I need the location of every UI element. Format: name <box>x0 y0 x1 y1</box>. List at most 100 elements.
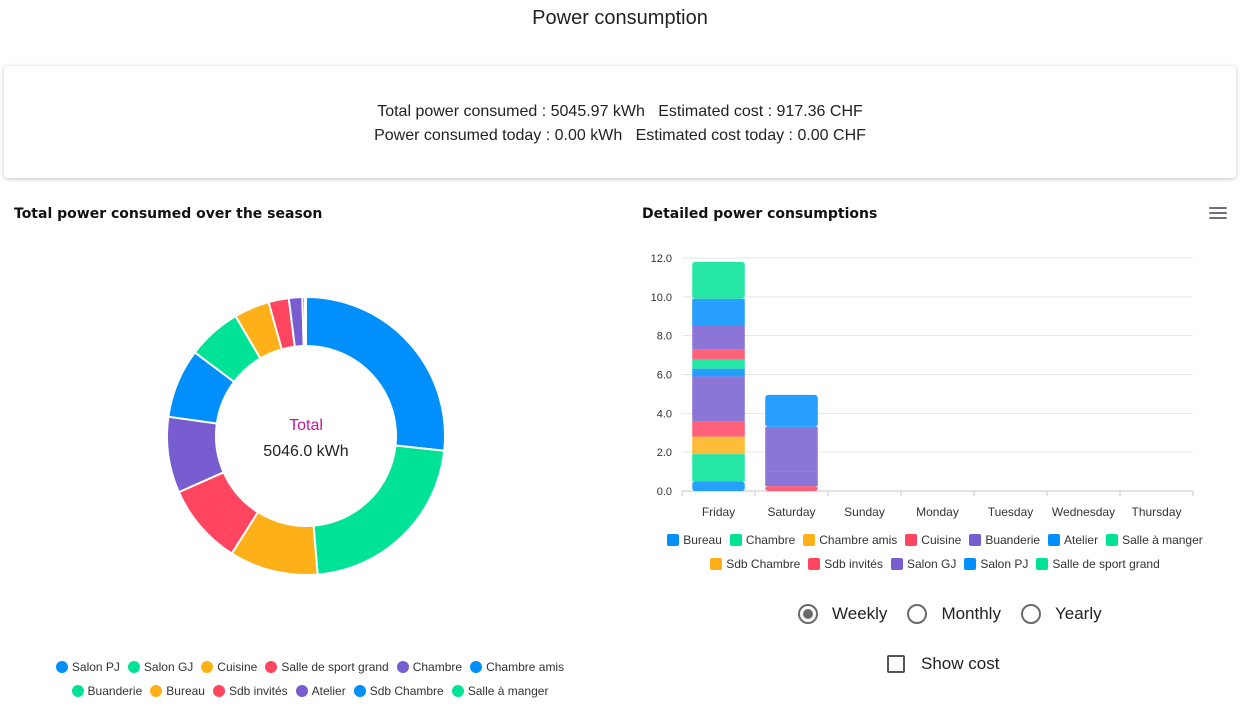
bar-legend-item[interactable]: Salle à manger <box>1106 528 1203 552</box>
radio-monthly[interactable]: Monthly <box>907 604 1001 624</box>
donut-legend-label: Salle à manger <box>467 684 549 698</box>
bar-legend-item[interactable]: Atelier <box>1048 528 1098 552</box>
bar-legend-label: Salle de sport grand <box>1052 557 1160 571</box>
bar-segment-cuisine[interactable] <box>765 486 818 491</box>
donut-legend-item[interactable]: Cuisine <box>201 655 257 679</box>
donut-legend-item[interactable]: Sdb invités <box>212 679 288 703</box>
donut-legend-label: Bureau <box>166 684 205 698</box>
bar-legend-label: Bureau <box>683 533 722 547</box>
bar-legend-item[interactable]: Sdb invités <box>808 552 883 576</box>
y-tick-label: 8.0 <box>657 331 672 343</box>
bar-legend-item[interactable]: Buanderie <box>969 528 1040 552</box>
donut-center-label: Total <box>289 417 323 434</box>
donut-legend-item[interactable]: Chambre amis <box>470 655 564 679</box>
radio-yearly[interactable]: Yearly <box>1020 604 1102 624</box>
radio-circle-icon[interactable] <box>798 604 818 624</box>
legend-marker-icon <box>396 661 409 673</box>
bar-segment-atelier[interactable] <box>692 368 745 377</box>
donut-legend-label: Buanderie <box>87 684 143 698</box>
legend-marker-icon <box>212 685 225 697</box>
bar-segment-salon-gj[interactable] <box>765 426 818 472</box>
x-tick-label: Tuesday <box>988 505 1034 519</box>
donut-chart-title: Total power consumed over the season <box>14 206 323 222</box>
donut-legend-label: Salon PJ <box>71 660 120 674</box>
bar-segment-chambre-amis[interactable] <box>692 436 745 455</box>
legend-marker-icon <box>265 661 278 673</box>
hamburger-menu-icon[interactable] <box>1209 207 1227 221</box>
bar-legend-item[interactable]: Sdb Chambre <box>710 552 800 576</box>
donut-legend-item[interactable]: Buanderie <box>71 679 143 703</box>
legend-marker-icon <box>295 685 308 697</box>
bar-segment-buanderie[interactable] <box>692 376 745 422</box>
bar-segment-chambre[interactable] <box>692 454 745 482</box>
bar-segment-sdb-invit-s[interactable] <box>692 349 745 359</box>
legend-marker-icon <box>201 661 214 673</box>
bar-segment-bureau[interactable] <box>692 481 745 491</box>
bar-segment-buanderie[interactable] <box>765 471 818 487</box>
period-radio-group: Weekly Monthly Yearly <box>798 604 1122 624</box>
donut-legend-label: Atelier <box>311 684 346 698</box>
x-tick-label: Sunday <box>844 505 885 519</box>
today-value: 0.00 kWh <box>554 127 623 144</box>
bar-segment-salle-manger[interactable] <box>692 358 745 369</box>
donut-slice-salle-manger[interactable] <box>303 295 307 348</box>
legend-marker-icon <box>803 534 816 546</box>
donut-legend-item[interactable]: Atelier <box>295 679 346 703</box>
legend-marker-icon <box>964 558 977 570</box>
bar-segment-salon-gj[interactable] <box>692 325 745 350</box>
x-tick-label: Friday <box>702 505 735 519</box>
bar-segment-salle-de-sport-grand[interactable] <box>692 261 745 299</box>
radio-circle-icon[interactable] <box>1020 604 1041 624</box>
bar-legend-item[interactable]: Salle de sport grand <box>1036 552 1160 576</box>
legend-marker-icon <box>1106 534 1119 546</box>
bar-legend-item[interactable]: Chambre amis <box>803 528 897 552</box>
legend-marker-icon <box>451 685 464 697</box>
donut-slice-salon-pj[interactable] <box>305 295 446 452</box>
bar-legend-item[interactable]: Salon PJ <box>964 552 1028 576</box>
today-cost-label: Estimated cost today : <box>635 127 798 144</box>
bar-legend-item[interactable]: Cuisine <box>905 528 961 552</box>
bar-legend-item[interactable]: Salon GJ <box>890 552 957 576</box>
donut-legend-item[interactable]: Salle de sport grand <box>265 655 389 679</box>
donut-legend-item[interactable]: Salon GJ <box>127 655 193 679</box>
today-label: Power consumed today : <box>374 127 555 144</box>
donut-legend-label: Chambre amis <box>486 660 565 674</box>
radio-weekly[interactable]: Weekly <box>798 604 887 624</box>
legend-marker-icon <box>71 685 84 697</box>
legend-marker-icon <box>969 534 982 546</box>
bar-legend-label: Sdb invités <box>824 557 883 571</box>
bar-legend-label: Salon GJ <box>906 557 957 571</box>
show-cost-checkbox[interactable]: Show cost <box>887 654 999 674</box>
donut-legend-item[interactable]: Sdb Chambre <box>353 679 444 703</box>
bar-legend-label: Buanderie <box>985 533 1041 547</box>
donut-legend-item[interactable]: Salle à manger <box>451 679 549 703</box>
bar-segment-cuisine[interactable] <box>692 421 745 437</box>
total-value: 5045.97 kWh <box>550 103 645 120</box>
summary-today-line: Power consumed today : 0.00 kWh Estimate… <box>4 124 1236 148</box>
bar-segment-salon-pj[interactable] <box>692 298 745 326</box>
bar-segment-salon-pj[interactable] <box>765 394 818 427</box>
donut-slice-salon-gj[interactable] <box>312 444 446 576</box>
bar-legend-item[interactable]: Chambre <box>729 528 795 552</box>
bar-legend-item[interactable]: Bureau <box>667 528 722 552</box>
donut-legend-label: Chambre <box>412 660 463 674</box>
y-tick-label: 4.0 <box>657 408 672 420</box>
legend-marker-icon <box>667 534 680 546</box>
donut-legend-label: Salle de sport grand <box>281 660 389 674</box>
bar-legend-label: Salon PJ <box>980 557 1029 571</box>
donut-legend-label: Cuisine <box>217 660 258 674</box>
legend-marker-icon <box>127 661 140 673</box>
radio-circle-icon[interactable] <box>907 604 928 624</box>
donut-legend-item[interactable]: Chambre <box>396 655 463 679</box>
legend-marker-icon <box>905 534 918 546</box>
legend-marker-icon <box>808 558 821 570</box>
donut-legend-item[interactable]: Salon PJ <box>55 655 120 679</box>
checkbox-icon[interactable] <box>887 655 905 673</box>
x-tick-label: Thursday <box>1131 505 1181 519</box>
bar-legend-label: Salle à manger <box>1122 533 1203 547</box>
donut-chart: Total 5046.0 kWh <box>166 295 446 576</box>
summary-total-line: Total power consumed : 5045.97 kWh Estim… <box>4 100 1236 124</box>
x-tick-label: Wednesday <box>1052 505 1115 519</box>
y-tick-label: 0.0 <box>657 486 672 498</box>
donut-legend-item[interactable]: Bureau <box>150 679 205 703</box>
